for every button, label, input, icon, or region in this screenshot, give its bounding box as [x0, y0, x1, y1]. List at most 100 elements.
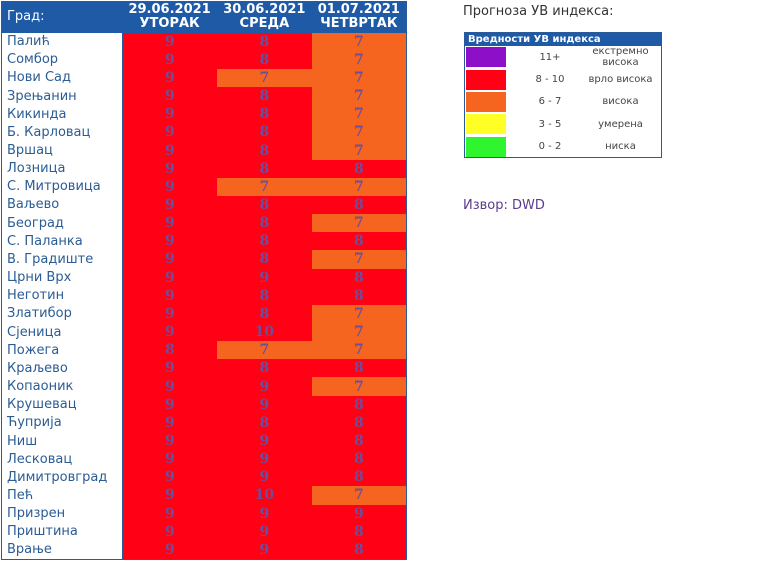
uv-value-cell: 8	[311, 359, 407, 378]
table-row: Лозница 9 8 8	[1, 159, 407, 178]
table-row: Пожега 8 7 7	[1, 341, 407, 360]
uv-value-cell: 9	[216, 268, 312, 287]
legend-label: висока	[602, 96, 639, 108]
uv-value-cell: 8	[311, 268, 407, 287]
city-name: С. Паланка	[1, 232, 123, 251]
uv-value-cell: 8	[311, 522, 407, 541]
uv-value-cell: 8	[311, 395, 407, 414]
table-row: Зрењанин 9 8 7	[1, 86, 407, 106]
legend-swatch	[466, 114, 506, 135]
uv-value-cell: 8	[216, 50, 312, 69]
uv-value-cell: 9	[122, 377, 217, 396]
uv-value-cell: 9	[216, 540, 312, 560]
legend-label: умерена	[598, 118, 643, 130]
city-name: Призрен	[1, 504, 123, 523]
table-row: В. Градиште 9 8 7	[1, 250, 407, 269]
uv-value-cell: 9	[216, 504, 312, 523]
uv-value-cell: 8	[216, 86, 312, 106]
uv-value-cell: 9	[216, 395, 312, 414]
city-name: Лесковац	[1, 450, 123, 469]
city-name: Ниш	[1, 431, 123, 451]
uv-value-cell: 7	[311, 341, 407, 360]
uv-value-cell: 9	[122, 522, 217, 541]
uv-value-cell: 9	[216, 468, 312, 487]
day-date: 29.06.2021	[128, 2, 211, 18]
legend-swatch	[466, 91, 506, 112]
uv-forecast-table: Град: 29.06.2021 УТОРАК 30.06.2021 СРЕДА 0…	[1, 1, 407, 560]
uv-value-cell: 8	[311, 413, 407, 432]
table-row: Ниш 9 9 8	[1, 431, 407, 451]
uv-value-cell: 8	[311, 159, 407, 178]
uv-value-cell: 8	[311, 468, 407, 487]
legend-swatch	[466, 136, 506, 157]
legend-label: ниска	[605, 141, 636, 153]
legend-swatch	[466, 69, 506, 90]
table-row: Лесковац 9 9 8	[1, 450, 407, 469]
city-name: Неготин	[1, 286, 123, 305]
uv-value-cell: 7	[311, 304, 407, 323]
table-row: Крушевац 9 9 8	[1, 395, 407, 414]
table-row: Кикинда 9 8 7	[1, 105, 407, 124]
legend-item: 0 - 2 ниска	[465, 136, 661, 158]
uv-value-cell: 8	[216, 232, 312, 251]
table-row: Сомбор 9 8 7	[1, 50, 407, 69]
uv-value-cell: 9	[122, 250, 217, 269]
table-row: Краљево 9 8 8	[1, 359, 407, 378]
city-name: Кикинда	[1, 105, 123, 124]
legend-label: врло висока	[588, 74, 653, 86]
uv-value-cell: 7	[311, 32, 407, 51]
city-name: Вршац	[1, 141, 123, 160]
legend-item: 8 - 10 врло висока	[465, 68, 661, 90]
uv-value-cell: 8	[216, 32, 312, 51]
uv-value-cell: 9	[216, 522, 312, 541]
day-weekday: УТОРАК	[139, 16, 200, 32]
uv-value-cell: 10	[216, 323, 312, 342]
uv-value-cell: 9	[122, 540, 217, 560]
city-name: Б. Карловац	[1, 123, 123, 142]
legend-range: 11+	[539, 51, 561, 63]
day-date: 30.06.2021	[223, 2, 306, 18]
uv-value-cell: 8	[216, 304, 312, 323]
table-row: Ваљево 9 8 8	[1, 195, 407, 215]
table-row: Призрен 9 9 9	[1, 504, 407, 523]
uv-value-cell: 9	[122, 232, 217, 251]
table-row: Б. Карловац 9 8 7	[1, 123, 407, 142]
legend-range: 8 - 10	[535, 74, 565, 86]
city-name: Сомбор	[1, 50, 123, 69]
uv-value-cell: 9	[122, 50, 217, 69]
day-column-header: 01.07.2021 ЧЕТВРТАК	[311, 1, 407, 33]
table-row: Београд 9 8 7	[1, 214, 407, 233]
uv-value-cell: 9	[122, 431, 217, 451]
table-row: Неготин 9 8 8	[1, 286, 407, 305]
uv-value-cell: 9	[122, 195, 217, 215]
day-column-header: 29.06.2021 УТОРАК	[122, 1, 217, 33]
uv-value-cell: 9	[122, 86, 217, 106]
uv-value-cell: 9	[122, 268, 217, 287]
uv-value-cell: 7	[216, 341, 312, 360]
city-name: Сјеница	[1, 323, 123, 342]
legend-title: Прогноза УВ индекса:	[463, 4, 614, 19]
table-row: Нови Сад 9 7 7	[1, 68, 407, 87]
table-row: Пећ 9 10 7	[1, 486, 407, 505]
uv-value-cell: 7	[311, 68, 407, 87]
table-row: Палић 9 8 7	[1, 32, 407, 51]
table-header-row: Град: 29.06.2021 УТОРАК 30.06.2021 СРЕДА 0…	[1, 1, 407, 33]
table-row: Сјеница 9 10 7	[1, 323, 407, 342]
uv-value-cell: 9	[122, 123, 217, 142]
uv-value-cell: 7	[311, 177, 407, 196]
legend-header: Вредности УВ индекса	[465, 33, 661, 46]
table-row: Ћуприја 9 8 8	[1, 413, 407, 432]
uv-value-cell: 8	[311, 431, 407, 451]
uv-value-cell: 8	[311, 232, 407, 251]
uv-value-cell: 7	[311, 250, 407, 269]
uv-legend: Вредности УВ индекса 11+ екстремно висока…	[464, 32, 662, 158]
legend-label: екстремно висока	[592, 46, 649, 69]
uv-value-cell: 9	[122, 304, 217, 323]
uv-value-cell: 9	[122, 214, 217, 233]
uv-value-cell: 9	[122, 177, 217, 196]
city-name: Зрењанин	[1, 86, 123, 106]
uv-value-cell: 8	[311, 195, 407, 215]
uv-value-cell: 9	[122, 486, 217, 505]
table-row: Црни Врх 9 9 8	[1, 268, 407, 287]
uv-value-cell: 9	[122, 159, 217, 178]
